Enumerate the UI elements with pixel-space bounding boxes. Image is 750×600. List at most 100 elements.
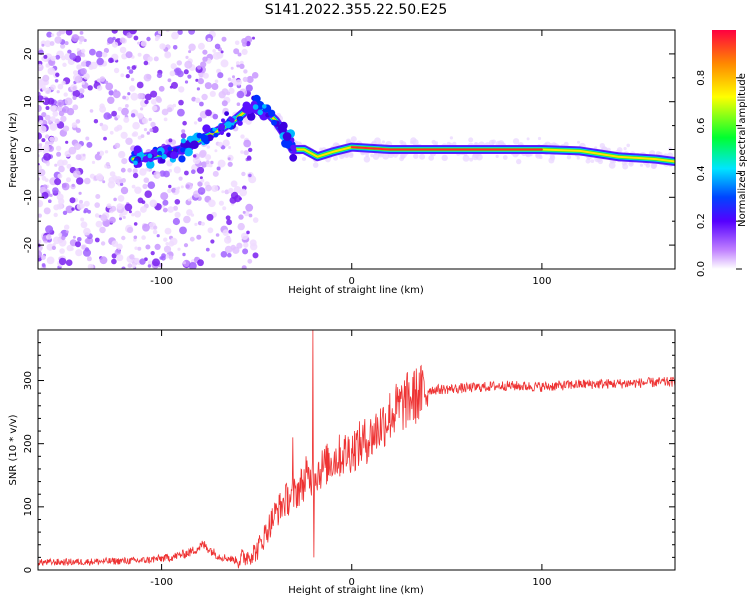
noise-blob xyxy=(77,237,82,242)
noise-blob xyxy=(221,100,228,107)
noise-blob xyxy=(66,177,71,183)
noise-blob xyxy=(122,215,126,219)
ridge-blob xyxy=(190,140,199,149)
noise-blob xyxy=(143,73,152,82)
noise-blob xyxy=(227,161,233,167)
noise-blob xyxy=(38,201,41,206)
noise-blob xyxy=(127,226,134,234)
noise-blob xyxy=(180,185,184,189)
noise-blob xyxy=(65,205,74,214)
noise-blob xyxy=(87,85,93,91)
noise-blob xyxy=(210,160,214,165)
noise-blob xyxy=(82,153,86,157)
noise-blob xyxy=(226,219,233,226)
halo-blob xyxy=(537,136,542,141)
halo-blob xyxy=(462,154,470,162)
noise-blob xyxy=(62,62,67,67)
noise-blob xyxy=(228,187,234,194)
noise-blob xyxy=(65,230,69,234)
noise-blob xyxy=(111,240,119,247)
noise-blob xyxy=(47,119,52,124)
noise-blob xyxy=(237,222,245,231)
ridge-blob xyxy=(226,132,231,138)
noise-blob xyxy=(38,143,43,147)
noise-blob xyxy=(196,87,200,91)
noise-blob xyxy=(83,73,90,80)
noise-blob xyxy=(172,103,177,108)
noise-blob xyxy=(72,104,79,111)
noise-blob xyxy=(49,136,55,142)
noise-blob xyxy=(60,115,67,123)
noise-blob xyxy=(134,210,142,218)
noise-blob xyxy=(40,255,46,260)
noise-blob xyxy=(109,216,116,224)
halo-blob xyxy=(585,158,591,164)
noise-blob xyxy=(111,110,117,117)
noise-blob xyxy=(184,170,189,176)
noise-blob xyxy=(246,156,252,161)
noise-blob xyxy=(137,41,141,45)
noise-blob xyxy=(208,199,216,208)
noise-blob xyxy=(125,137,133,145)
ridge-blob xyxy=(289,153,298,162)
noise-blob xyxy=(227,157,231,161)
noise-blob xyxy=(211,185,219,192)
ridge-blob xyxy=(237,120,243,126)
noise-blob xyxy=(44,114,51,121)
noise-blob xyxy=(99,226,106,234)
noise-blob xyxy=(120,186,129,195)
noise-blob xyxy=(56,90,60,94)
noise-blob xyxy=(214,149,218,153)
noise-blob xyxy=(217,141,223,147)
noise-blob xyxy=(121,266,126,269)
noise-blob xyxy=(182,120,187,126)
noise-blob xyxy=(245,84,253,92)
noise-blob xyxy=(239,188,248,197)
halo-blob xyxy=(491,141,495,146)
noise-blob xyxy=(78,88,85,94)
noise-blob xyxy=(144,93,152,101)
ridge-blob xyxy=(202,124,211,133)
noise-blob xyxy=(236,102,241,106)
ridge-blob xyxy=(212,127,217,132)
halo-blob xyxy=(452,141,457,146)
halo-blob xyxy=(428,155,435,161)
noise-blob xyxy=(209,90,216,97)
halo-blob xyxy=(626,143,630,148)
noise-blob xyxy=(87,263,94,269)
noise-blob xyxy=(241,171,246,177)
noise-blob xyxy=(147,260,153,266)
noise-blob xyxy=(202,56,208,62)
noise-blob xyxy=(83,248,91,257)
noise-blob xyxy=(154,243,161,250)
noise-blob xyxy=(76,177,84,185)
colorbar-tick-label: 0.8 xyxy=(696,70,707,86)
noise-blob xyxy=(243,139,252,148)
noise-blob xyxy=(191,96,197,102)
noise-blob xyxy=(167,78,172,83)
noise-blob xyxy=(59,30,66,35)
noise-blob xyxy=(116,115,121,119)
noise-blob xyxy=(169,70,176,77)
noise-blob xyxy=(147,181,156,189)
noise-blob xyxy=(119,151,125,157)
ridge-blob xyxy=(180,138,186,144)
noise-blob xyxy=(83,210,87,214)
noise-blob xyxy=(71,122,78,128)
noise-blob xyxy=(38,119,43,125)
noise-blob xyxy=(224,245,233,254)
ridge-blob xyxy=(133,160,138,166)
noise-blob xyxy=(108,90,114,96)
halo-blob xyxy=(419,153,426,160)
ridge-peak xyxy=(350,146,543,151)
ridge-blob xyxy=(224,111,230,116)
noise-blob xyxy=(46,162,50,167)
ridge-blob xyxy=(221,118,225,123)
halo-blob xyxy=(516,158,522,165)
noise-blob xyxy=(43,153,51,161)
noise-blob xyxy=(156,173,161,178)
noise-blob xyxy=(117,106,123,112)
noise-blob xyxy=(58,110,65,117)
noise-blob xyxy=(62,159,68,166)
noise-blob xyxy=(46,256,55,265)
